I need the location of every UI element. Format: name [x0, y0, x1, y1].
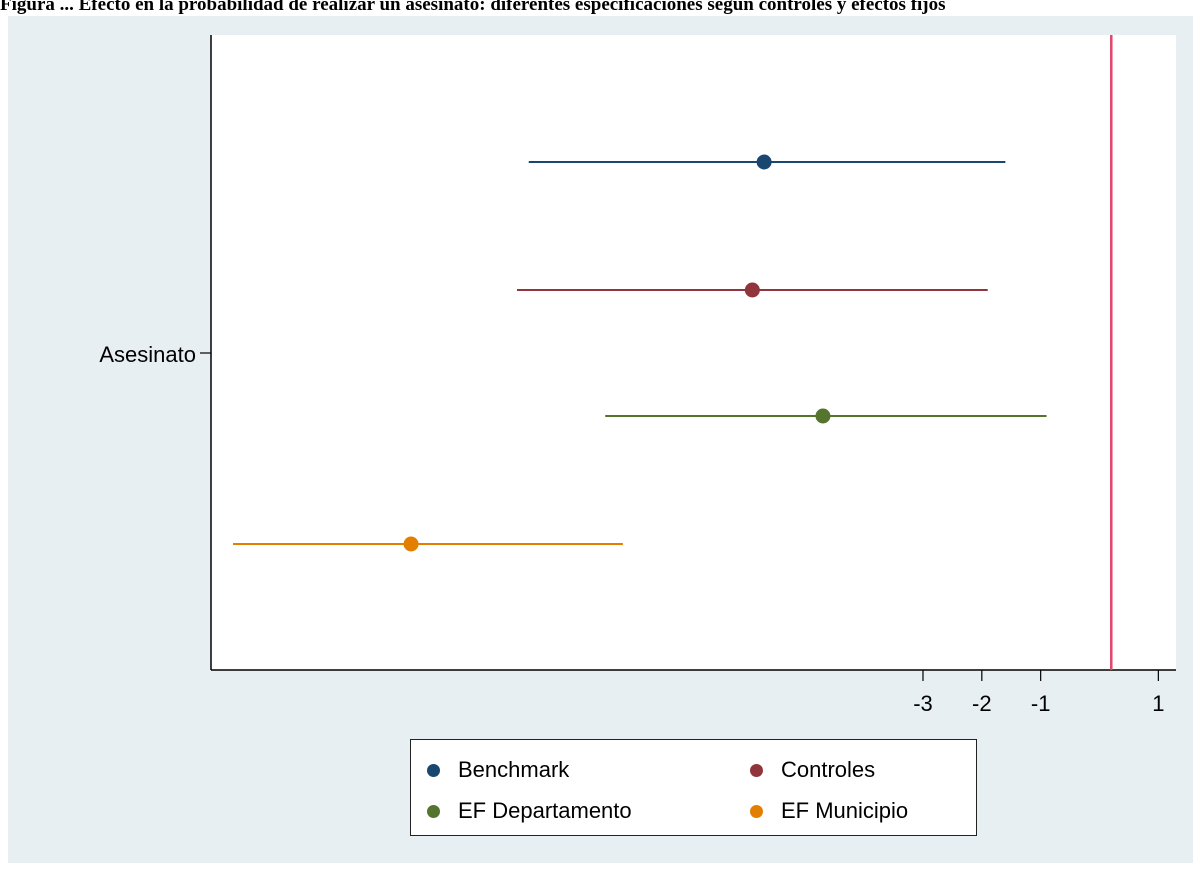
y-tick-label: Asesinato: [99, 342, 196, 367]
legend-label: EF Departamento: [458, 798, 632, 823]
x-tick-label: -3: [913, 691, 933, 716]
legend-item-ef-departamento: EF Departamento: [427, 798, 632, 824]
series-benchmark: [528, 154, 1006, 170]
figure-caption: Figura ... Efecto en la probabilidad de …: [0, 0, 946, 15]
legend-label: Benchmark: [458, 757, 570, 782]
series-layer: [233, 154, 1047, 552]
legend-item-benchmark: Benchmark: [427, 757, 569, 783]
x-ticks: -3 -2 -1 1: [913, 670, 1164, 716]
legend-marker-icon: [750, 804, 763, 818]
legend-marker-icon: [750, 763, 763, 777]
legend-item-controles: Controles: [750, 757, 875, 783]
x-tick-label: -1: [1031, 691, 1051, 716]
legend: Benchmark Controles EF Departamento EF M…: [410, 739, 977, 836]
legend-marker-icon: [427, 763, 440, 777]
point-estimate: [744, 282, 760, 298]
legend-item-ef-municipio: EF Municipio: [750, 798, 908, 824]
point-estimate: [403, 536, 419, 552]
legend-label: Controles: [781, 757, 876, 782]
series-ef-departamento: [605, 408, 1047, 424]
point-estimate: [756, 154, 772, 170]
legend-marker-icon: [427, 804, 440, 818]
plot-area: [211, 35, 1176, 670]
series-ef-municipio: [233, 536, 623, 552]
series-controles: [516, 282, 988, 298]
point-estimate: [815, 408, 831, 424]
x-tick-label: 1: [1152, 691, 1164, 716]
legend-label: EF Municipio: [781, 798, 909, 823]
x-tick-label: -2: [972, 691, 992, 716]
